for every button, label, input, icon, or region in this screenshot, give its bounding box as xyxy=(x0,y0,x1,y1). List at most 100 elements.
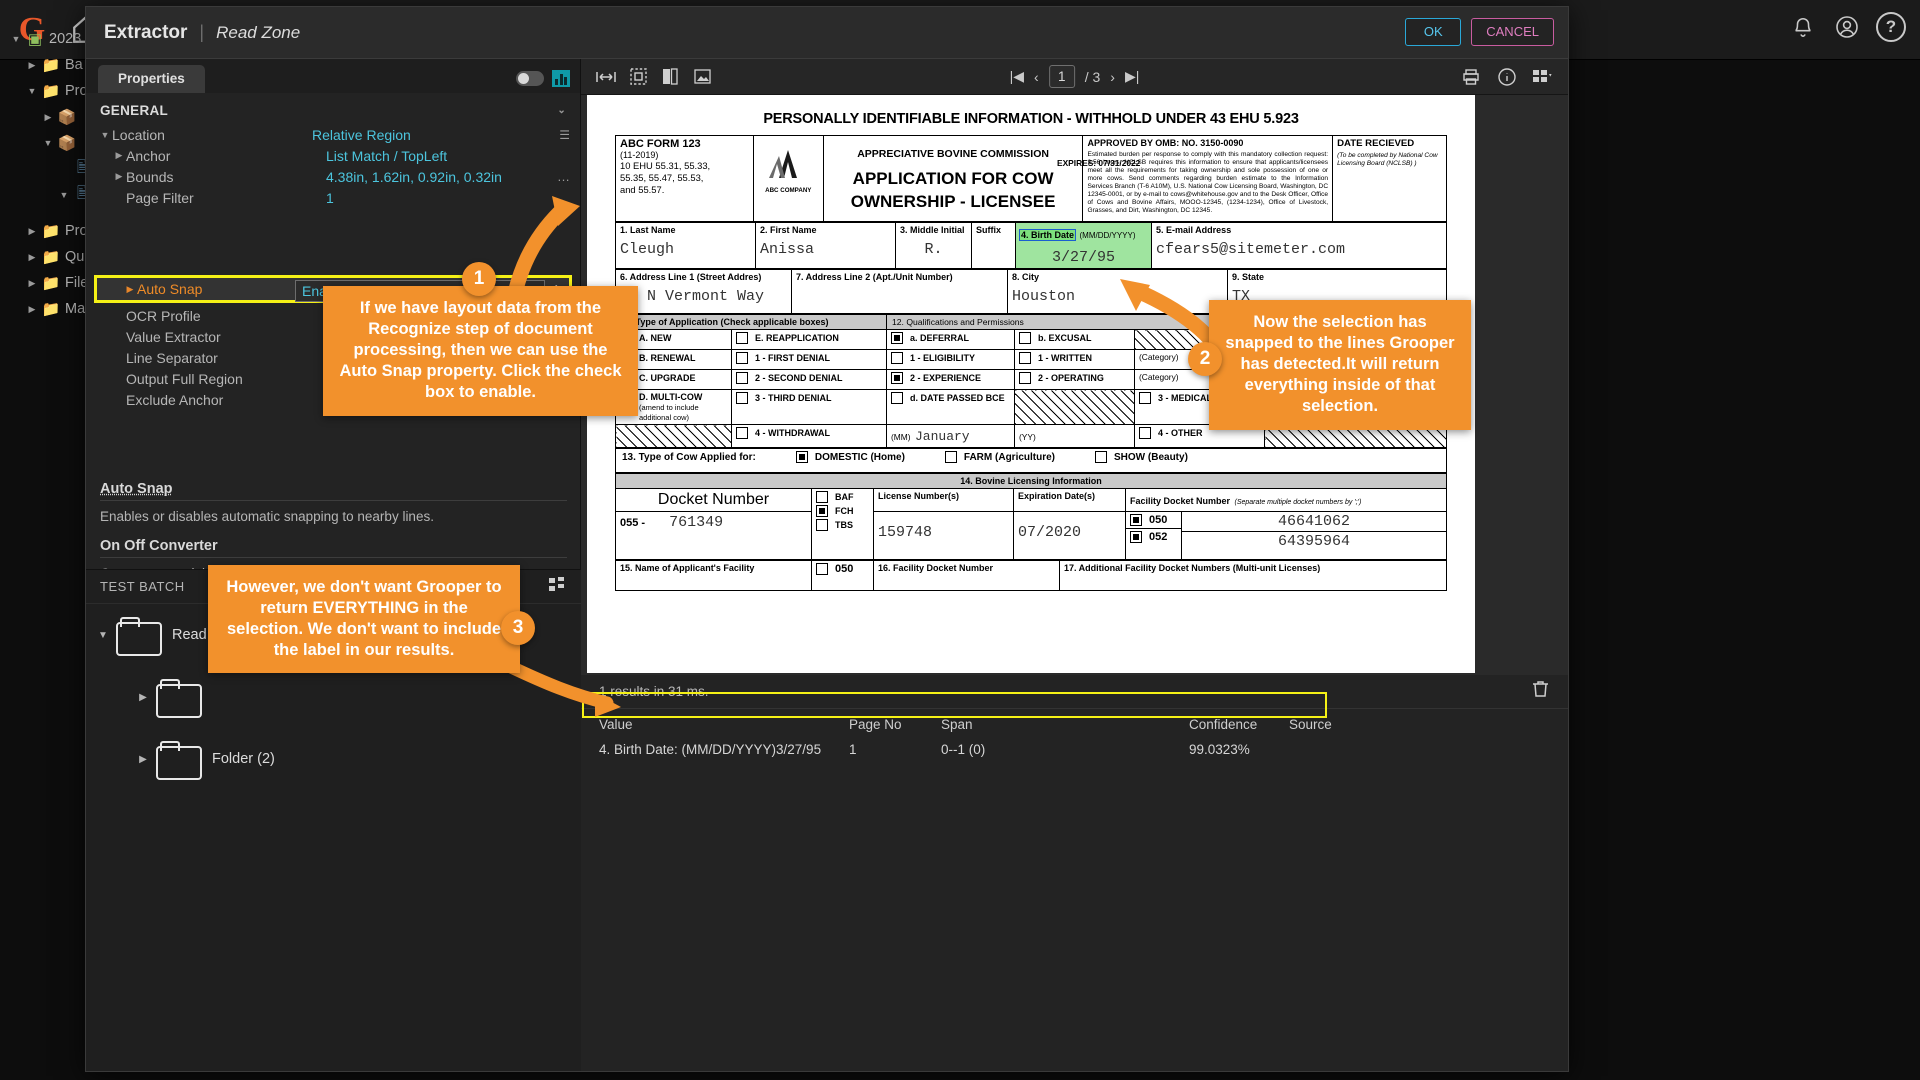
qual-operating[interactable]: 2 - OPERATING xyxy=(1014,369,1135,390)
qual-a-deferral[interactable]: a. DEFERRAL xyxy=(886,329,1015,350)
fit-width-icon[interactable] xyxy=(595,67,617,87)
checkbox[interactable] xyxy=(944,451,957,463)
checkbox[interactable] xyxy=(891,392,903,404)
page-number-input[interactable]: 1 xyxy=(1048,65,1075,88)
checkbox[interactable] xyxy=(891,332,903,344)
column-header-value[interactable]: Value xyxy=(599,717,633,732)
app-type-second-denial[interactable]: 2 - SECOND DENIAL xyxy=(731,369,887,390)
docket-flag-tbs[interactable]: TBS xyxy=(816,519,869,531)
checkbox[interactable] xyxy=(1019,332,1031,344)
chevron-down-icon[interactable]: ▼ xyxy=(43,138,53,148)
checkbox[interactable] xyxy=(736,392,748,404)
checkbox[interactable] xyxy=(736,372,748,384)
image-view-icon[interactable] xyxy=(691,67,713,87)
chevron-down-icon[interactable]: ▼ xyxy=(98,629,108,641)
chevron-down-icon[interactable]: ▼ xyxy=(27,86,37,96)
split-view-icon[interactable] xyxy=(549,576,567,597)
chevron-right-icon[interactable]: ▶ xyxy=(28,59,36,70)
help-icon[interactable]: ? xyxy=(1876,12,1906,42)
tab-properties[interactable]: Properties xyxy=(98,65,205,93)
test-batch-item-folder-2[interactable]: ▶ Folder (2) xyxy=(86,728,581,790)
chevron-down-icon[interactable]: ▼ xyxy=(59,190,69,200)
menu-icon[interactable]: ☰ xyxy=(559,127,570,142)
checkbox[interactable] xyxy=(816,519,828,531)
tree-item[interactable]: ▼ 📁 Pro xyxy=(8,78,328,104)
prev-page-button[interactable]: ‹ xyxy=(1034,68,1039,85)
app-type-e[interactable]: E. REAPPLICATION xyxy=(731,329,887,350)
print-icon[interactable] xyxy=(1460,67,1482,87)
checkbox[interactable] xyxy=(891,352,903,364)
cow-type-show[interactable]: SHOW (Beauty) xyxy=(1095,451,1188,463)
tree-item[interactable]: ▼ 📦 xyxy=(8,130,328,156)
tree-item[interactable]: ▶ 📁 Qu xyxy=(8,244,328,270)
chevron-right-icon[interactable]: ▶ xyxy=(28,225,36,236)
checkbox[interactable] xyxy=(1139,392,1151,404)
app-type-first-denial[interactable]: 1 - FIRST DENIAL xyxy=(731,349,887,370)
app-type-third-denial[interactable]: 3 - THIRD DENIAL xyxy=(731,389,887,425)
tree-item[interactable]: ▶ 📁 File xyxy=(8,270,328,296)
column-header-source[interactable]: Source xyxy=(1289,717,1332,732)
table-row[interactable]: 4. Birth Date: (MM/DD/YYYY)3/27/95 1 0--… xyxy=(581,738,1568,761)
tree-item[interactable]: ▶ 📁 Pro xyxy=(8,218,328,244)
tree-item[interactable]: ▶ 📁 Ma xyxy=(8,296,328,322)
qual-written[interactable]: 1 - WRITTEN xyxy=(1014,349,1135,370)
chevron-right-icon[interactable]: ▶ xyxy=(115,150,123,160)
chevron-right-icon[interactable]: ▶ xyxy=(139,691,147,703)
chevron-right-icon[interactable]: ▶ xyxy=(28,277,36,288)
chevron-right-icon[interactable]: ▶ xyxy=(139,753,147,765)
qual-experience[interactable]: 2 - EXPERIENCE xyxy=(886,369,1015,390)
first-page-button[interactable]: |◀ xyxy=(1009,68,1025,84)
qual-date-passed-bce[interactable]: d. DATE PASSED BCE xyxy=(886,389,1015,425)
checkbox[interactable] xyxy=(1130,531,1142,543)
trash-icon[interactable] xyxy=(1531,680,1550,703)
birth-date-cell[interactable]: 4. Birth Date (MM/DD/YYYY) 3/27/95 xyxy=(1015,222,1152,269)
cow-type-farm[interactable]: FARM (Agriculture) xyxy=(944,451,1055,463)
checkbox[interactable] xyxy=(891,372,903,384)
page-view-icon[interactable] xyxy=(659,67,681,87)
checkbox[interactable] xyxy=(1095,451,1108,463)
layout-icon[interactable] xyxy=(1532,67,1554,87)
property-row-bounds[interactable]: ▶ Bounds 4.38in, 1.62in, 0.92in, 0.32in … xyxy=(86,166,580,187)
column-header-confidence[interactable]: Confidence xyxy=(1189,717,1258,732)
column-header-span[interactable]: Span xyxy=(941,717,973,732)
chevron-right-icon[interactable]: ▶ xyxy=(126,283,134,294)
user-icon[interactable] xyxy=(1832,12,1862,42)
property-row-location[interactable]: ▼ Location Relative Region ☰ xyxy=(86,124,580,145)
tree-item[interactable]: ▼ ▣ 2023 xyxy=(8,26,328,52)
cow-type-domestic[interactable]: DOMESTIC (Home) xyxy=(795,451,905,463)
checkbox[interactable] xyxy=(1019,352,1031,364)
chevron-right-icon[interactable]: ▶ xyxy=(44,111,52,122)
property-row-page-filter[interactable]: Page Filter 1 xyxy=(86,187,580,208)
general-section-header[interactable]: GENERAL ⌄ xyxy=(86,93,580,124)
test-batch-item-child-1[interactable]: ▶ xyxy=(86,666,581,728)
select-region-icon[interactable] xyxy=(627,67,649,87)
checkbox[interactable] xyxy=(736,332,748,344)
chevron-down-icon[interactable]: ▼ xyxy=(11,34,21,44)
last-page-button[interactable]: ▶| xyxy=(1124,68,1140,84)
theme-toggle[interactable] xyxy=(516,71,544,86)
project-tree[interactable]: ▼ ▣ 2023 ▶ 📁 Ba ▼ 📁 Pro ▶ 📦 ▼ 📦 🗎 ▼ 🗎 xyxy=(8,26,328,322)
info-icon[interactable] xyxy=(1496,67,1518,87)
cancel-button[interactable]: CANCEL xyxy=(1471,18,1554,46)
checkbox[interactable] xyxy=(736,352,748,364)
checkbox[interactable] xyxy=(816,505,828,517)
facility16-code-cell[interactable]: 050 xyxy=(811,560,874,591)
qual-eligibility[interactable]: 1 - ELIGIBILITY xyxy=(886,349,1015,370)
docket-flag-fch[interactable]: FCH xyxy=(816,505,869,517)
property-row-anchor[interactable]: ▶ Anchor List Match / TopLeft xyxy=(86,145,580,166)
docket-flag-baf[interactable]: BAF xyxy=(816,491,869,503)
column-header-page-no[interactable]: Page No xyxy=(849,717,902,732)
app-type-withdrawal[interactable]: 4 - WITHDRAWAL xyxy=(731,424,887,448)
checkbox[interactable] xyxy=(795,451,808,463)
next-page-button[interactable]: › xyxy=(1110,68,1115,85)
checkbox[interactable] xyxy=(1130,514,1142,526)
checkbox[interactable] xyxy=(816,491,828,503)
chevron-down-icon[interactable]: ⌄ xyxy=(557,105,566,116)
chevron-right-icon[interactable]: ▶ xyxy=(28,251,36,262)
checkbox[interactable] xyxy=(1019,372,1031,384)
tree-item[interactable]: ▶ 📦 xyxy=(8,104,328,130)
tree-item[interactable]: ▶ 📁 Ba xyxy=(8,52,328,78)
facility-code-row-050[interactable]: 050 xyxy=(1126,512,1181,529)
property-value[interactable]: 1 xyxy=(326,189,334,206)
property-value[interactable]: List Match / TopLeft xyxy=(326,147,448,164)
